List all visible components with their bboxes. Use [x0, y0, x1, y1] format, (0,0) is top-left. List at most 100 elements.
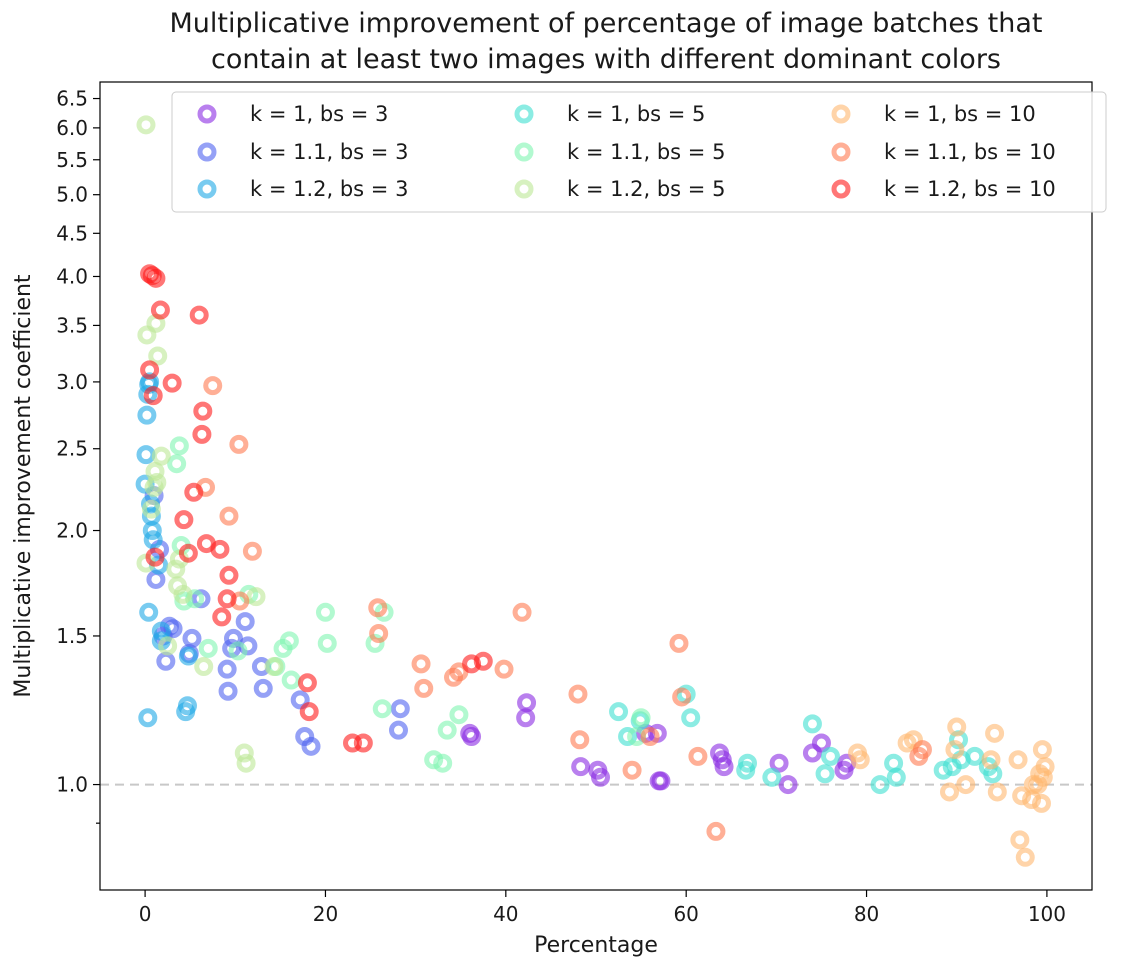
legend-label: k = 1, bs = 5	[567, 102, 705, 126]
data-point	[148, 346, 168, 366]
data-point	[139, 602, 159, 622]
data-point	[769, 753, 789, 773]
y-tick-label: 2.5	[56, 437, 88, 461]
data-point	[167, 454, 187, 474]
data-point	[145, 547, 165, 567]
legend-marker	[831, 179, 851, 199]
y-tick-label: 6.0	[56, 116, 88, 140]
data-point	[570, 730, 590, 750]
data-point	[236, 753, 256, 773]
data-point	[1015, 847, 1035, 867]
data-point	[193, 401, 213, 421]
legend-label: k = 1.2, bs = 5	[567, 177, 725, 201]
legend-label: k = 1.2, bs = 10	[884, 177, 1056, 201]
data-point	[762, 767, 782, 787]
data-point	[301, 736, 321, 756]
legend-marker	[514, 179, 534, 199]
data-point	[591, 767, 611, 787]
data-point	[424, 750, 444, 770]
data-point	[820, 746, 840, 766]
data-point	[933, 760, 953, 780]
data-point	[1023, 775, 1043, 795]
data-point	[411, 654, 431, 674]
data-point	[178, 543, 198, 563]
chart-title: Multiplicative improvement of percentage…	[169, 8, 1042, 75]
data-point	[706, 821, 726, 841]
data-point	[150, 300, 170, 320]
x-tick-label: 100	[1028, 902, 1066, 926]
data-point	[369, 624, 389, 644]
data-point	[473, 651, 493, 671]
data-point	[146, 268, 166, 288]
series-points	[167, 436, 651, 773]
legend-marker	[514, 142, 534, 162]
data-point	[631, 708, 651, 728]
data-point	[141, 499, 161, 519]
data-point	[516, 708, 536, 728]
data-point	[137, 325, 157, 345]
data-point	[219, 565, 239, 585]
data-point	[811, 733, 831, 753]
data-point	[242, 541, 262, 561]
data-point	[850, 750, 870, 770]
y-tick-label: 5.5	[56, 148, 88, 172]
data-point	[688, 746, 708, 766]
series-points	[135, 372, 198, 728]
legend-marker	[197, 142, 217, 162]
data-point	[945, 740, 965, 760]
data-point	[912, 740, 932, 760]
legend-label: k = 1.1, bs = 5	[567, 140, 725, 164]
data-point	[449, 705, 469, 725]
x-tick-label: 40	[493, 902, 518, 926]
y-tick-label: 5.0	[56, 183, 88, 207]
x-tick-label: 80	[854, 902, 879, 926]
data-point	[886, 767, 906, 787]
data-point	[234, 743, 254, 763]
legend-label: k = 1, bs = 3	[250, 102, 388, 126]
data-point	[738, 753, 758, 773]
legend-marker	[831, 142, 851, 162]
data-point	[290, 690, 310, 710]
data-point	[317, 633, 337, 653]
data-point	[151, 446, 171, 466]
y-tick-label: 3.5	[56, 313, 88, 337]
legend-label: k = 1, bs = 10	[884, 102, 1036, 126]
series-points	[460, 693, 857, 795]
data-point	[714, 757, 734, 777]
data-point	[217, 659, 237, 679]
data-point	[142, 521, 162, 541]
data-point	[192, 424, 212, 444]
data-point	[151, 621, 171, 641]
data-point	[981, 750, 1001, 770]
data-point	[228, 641, 248, 661]
data-point	[372, 699, 392, 719]
data-point	[778, 775, 798, 795]
data-point	[162, 373, 182, 393]
y-tick-label: 3.0	[56, 370, 88, 394]
y-tick-label: 1.5	[56, 624, 88, 648]
y-tick-label: 4.0	[56, 264, 88, 288]
data-point	[1008, 750, 1028, 770]
x-axis: 0 20 40 60 80 100	[139, 890, 1066, 926]
data-point	[965, 746, 985, 766]
legend-label: k = 1.1, bs = 3	[250, 140, 408, 164]
data-point	[315, 602, 335, 622]
data-point	[368, 598, 388, 618]
x-tick-label: 0	[139, 902, 152, 926]
data-point	[494, 659, 514, 679]
data-point	[390, 699, 410, 719]
data-points	[135, 115, 1055, 867]
y-tick-label: 6.5	[56, 87, 88, 111]
data-point	[947, 717, 967, 737]
x-axis-label: Percentage	[534, 933, 658, 958]
data-point	[169, 436, 189, 456]
data-point	[281, 670, 301, 690]
data-point	[218, 681, 238, 701]
data-point	[229, 434, 249, 454]
data-point	[460, 723, 480, 743]
data-point	[264, 657, 284, 677]
data-point	[517, 693, 537, 713]
legend-marker	[831, 104, 851, 124]
data-point	[1010, 830, 1030, 850]
